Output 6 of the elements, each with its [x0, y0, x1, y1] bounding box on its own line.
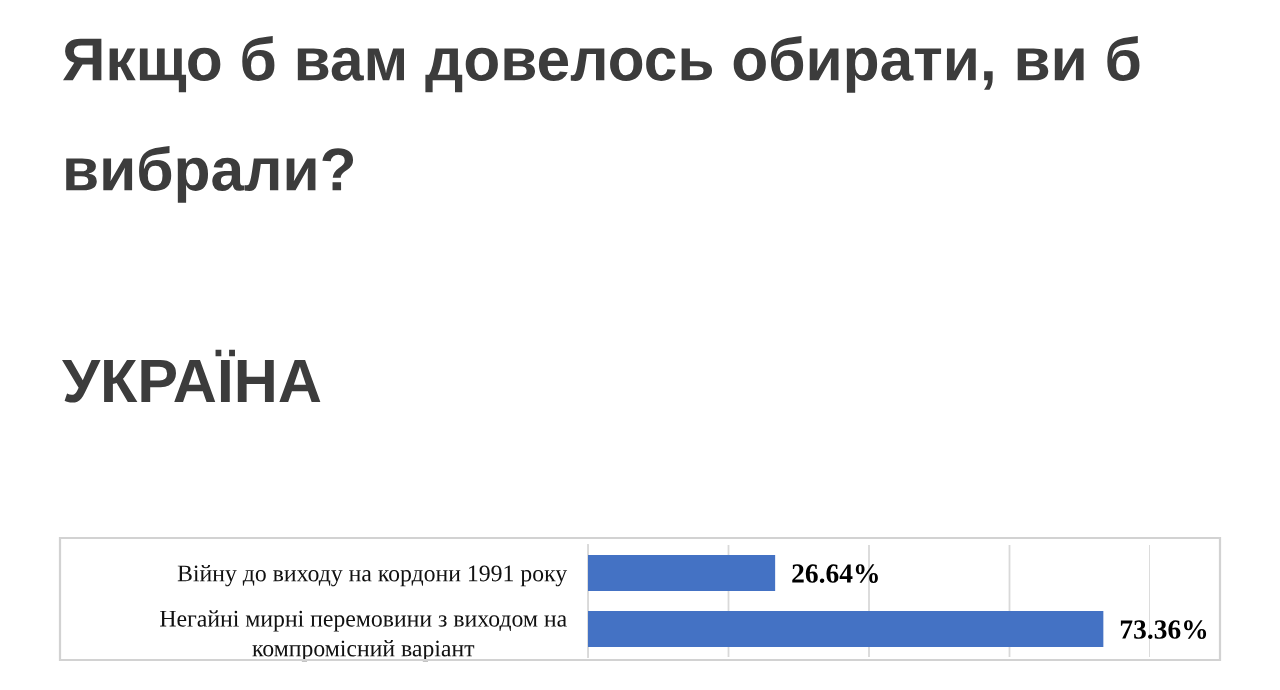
y-tick-label: Війну до виходу на кордони 1991 року: [177, 564, 568, 587]
chart-subtitle: УКРАЇНА: [62, 349, 321, 403]
data-label: 73.36%: [1120, 620, 1207, 639]
chart-title: Якщо б вам довелось обирати, ви б вибрали?: [63, 36, 1140, 203]
y-tick-label: Негайні мирні перемовини з виходом на компромісний варіант: [160, 610, 567, 662]
data-label: 26.64%: [792, 564, 878, 583]
